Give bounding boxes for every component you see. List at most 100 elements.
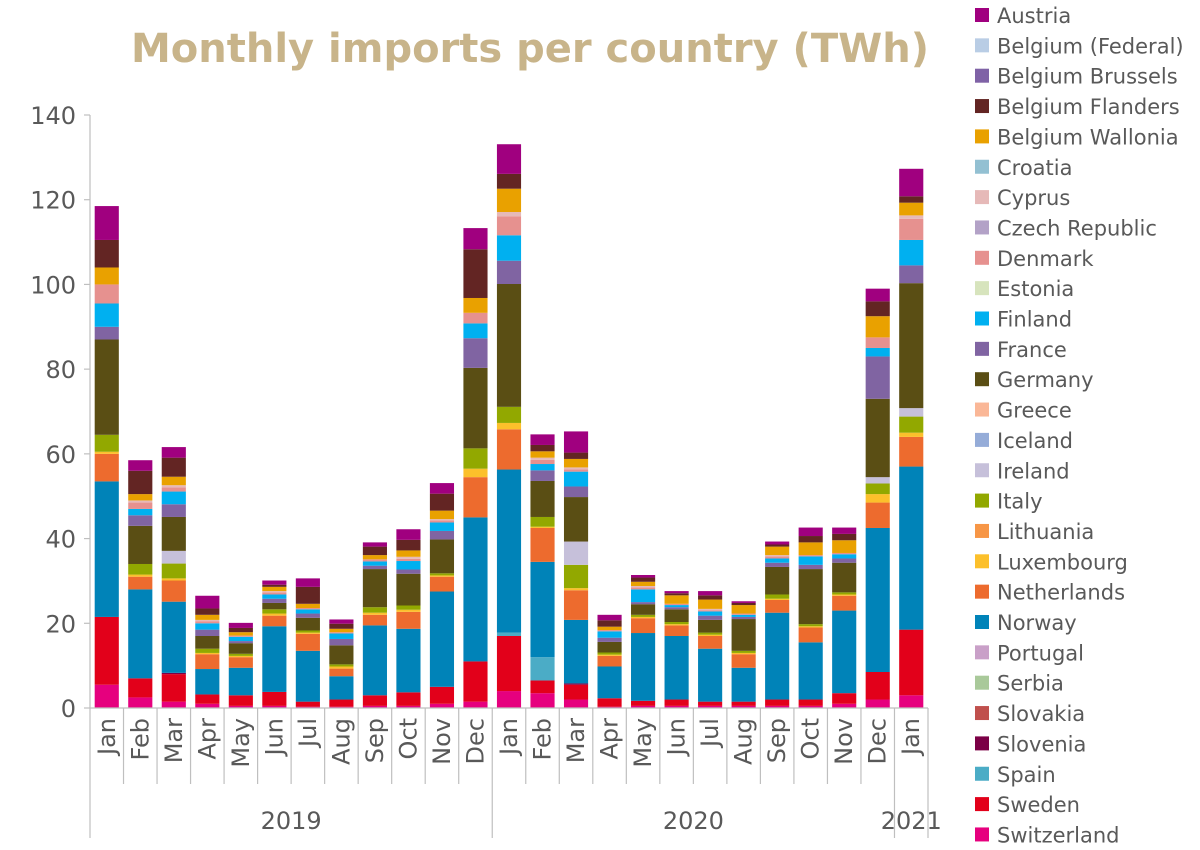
bar-segment — [597, 652, 622, 655]
bar-segment — [899, 629, 924, 696]
bar-segment — [228, 657, 253, 668]
bar-segment — [631, 633, 656, 701]
bar-segment — [765, 594, 790, 599]
bar-segment — [195, 648, 220, 653]
bar-segment — [832, 595, 857, 611]
bar-segment — [731, 705, 756, 708]
bar-segment — [765, 566, 790, 595]
bar-segment — [161, 674, 186, 702]
legend-label: Austria — [997, 4, 1071, 28]
bar-segment — [798, 699, 823, 706]
legend-label: Belgium Flanders — [997, 95, 1180, 119]
bar-segment — [899, 432, 924, 437]
legend-swatch — [975, 281, 989, 296]
legend-label: Lithuania — [997, 520, 1094, 544]
bar-segment — [262, 691, 287, 706]
bar-segment — [161, 563, 186, 579]
x-tick-label: Aug — [730, 718, 758, 765]
bar-segment — [228, 632, 253, 636]
bar-segment — [563, 458, 589, 468]
bar-segment — [899, 466, 924, 630]
legend-label: Germany — [997, 368, 1094, 392]
bar-segment — [832, 554, 857, 559]
bar-segment — [329, 645, 354, 665]
bar-segment — [530, 451, 555, 458]
bar-segment — [563, 619, 589, 684]
legend-item: Finland — [975, 308, 1072, 332]
bar-segment — [396, 529, 421, 540]
bar-segment — [463, 367, 488, 449]
bar-segment — [128, 470, 153, 495]
bar-segment — [631, 618, 656, 634]
bar-segment — [195, 623, 220, 630]
bar-segment — [631, 589, 656, 603]
bar-segment — [865, 288, 890, 302]
bar-segment — [94, 481, 119, 617]
legend-swatch — [975, 68, 989, 83]
bar-segment — [295, 603, 320, 609]
bar-segment — [631, 616, 656, 619]
bar-segment — [798, 556, 823, 565]
legend-label: France — [997, 338, 1067, 362]
bar-segment — [899, 695, 924, 708]
bar-segment — [664, 624, 689, 626]
bar-segment — [865, 502, 890, 528]
bar-segment — [865, 337, 890, 348]
legend-swatch — [975, 250, 989, 265]
bar-segment — [329, 623, 354, 629]
x-tick-label: Dec — [864, 718, 892, 764]
legend-label: Slovenia — [997, 732, 1086, 756]
y-tick-label: 60 — [45, 441, 76, 469]
legend-label: Finland — [997, 308, 1072, 332]
legend-item: Croatia — [975, 156, 1073, 180]
bar-segment — [698, 632, 723, 635]
bar-segment — [563, 497, 589, 542]
bar-segment — [362, 614, 387, 626]
x-tick-label: Oct — [797, 718, 825, 760]
legend-swatch — [975, 190, 989, 205]
bar-segment — [765, 705, 790, 708]
bar-segment — [832, 533, 857, 541]
legend-label: Italy — [997, 490, 1043, 514]
legend-label: Luxembourg — [997, 550, 1128, 574]
bar-segment — [262, 626, 287, 692]
bar-segment — [496, 422, 522, 430]
bar-segment — [563, 684, 589, 700]
legend-swatch — [975, 372, 989, 387]
bar-segment — [899, 215, 924, 219]
x-axis: Jan Feb Mar Apr May Jun Jul Aug Sep Oct Nov Dec Jan F… — [89, 707, 942, 838]
bar-segment — [128, 574, 153, 577]
bar-segment — [362, 607, 387, 613]
bar-segment — [396, 705, 421, 708]
bar-segment — [228, 627, 253, 633]
legend-item: Netherlands — [975, 581, 1125, 605]
bar-segment — [195, 635, 220, 649]
bar-segment — [899, 408, 924, 417]
bar-segment — [262, 586, 287, 592]
legend-label: Belgium Wallonia — [997, 125, 1179, 149]
bar-segment — [631, 577, 656, 582]
bar-segment — [463, 448, 488, 469]
bar-segment — [128, 576, 153, 590]
bar-segment — [798, 642, 823, 700]
bar-segment — [262, 609, 287, 614]
bar-segment — [161, 601, 186, 673]
bar-segment — [698, 701, 723, 706]
bar-segment — [128, 460, 153, 471]
chart-title: Monthly imports per country (TWh) — [131, 26, 929, 72]
bar-segment — [597, 654, 622, 656]
bar-segment — [161, 550, 186, 564]
bar-segment — [597, 637, 622, 642]
legend-item: Denmark — [975, 247, 1094, 271]
bar-segment — [865, 699, 890, 708]
bar-segment — [496, 284, 522, 407]
bar-segment — [664, 635, 689, 700]
bar-segment — [698, 611, 723, 616]
bar-segment — [262, 592, 287, 595]
bar-segment — [396, 611, 421, 629]
y-tick-label: 80 — [45, 356, 76, 384]
legend-label: Spain — [997, 763, 1056, 787]
bar-segment — [530, 464, 555, 471]
y-axis: 0 20 40 60 80 100 120 140 — [30, 102, 91, 723]
